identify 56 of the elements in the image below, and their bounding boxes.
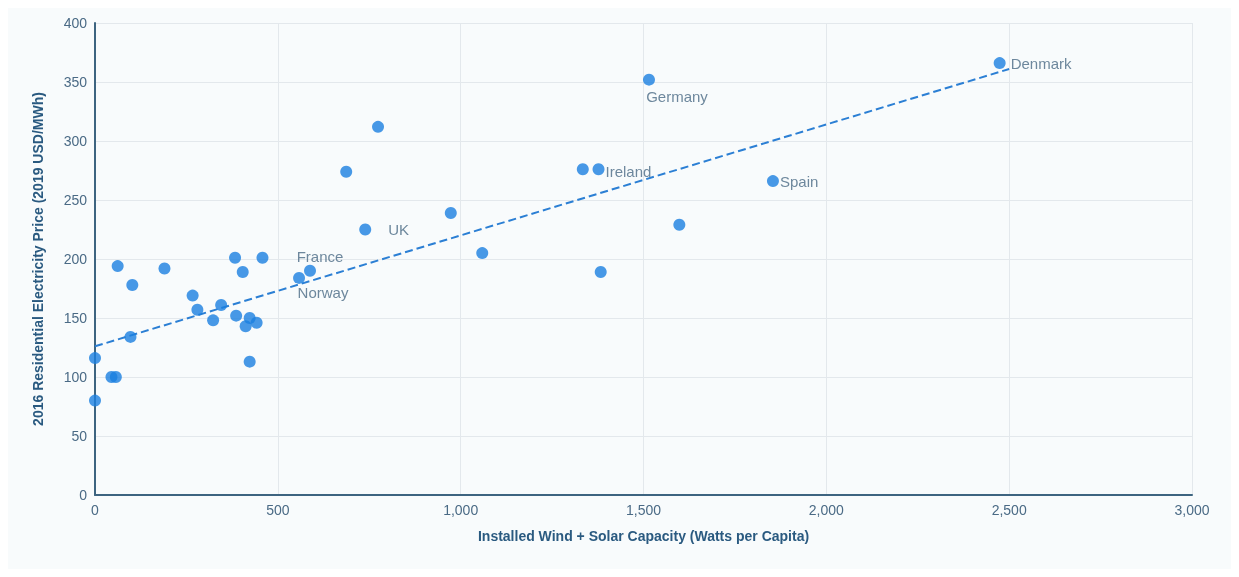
point (293, 271, 306, 284)
y-tick-label: 200 (63, 251, 88, 267)
x-tick-label: 2,500 (991, 502, 1027, 518)
point (476, 247, 489, 260)
point (372, 120, 385, 133)
x-tick-label: 3,000 (1174, 502, 1210, 518)
point (186, 289, 199, 302)
x-tick-label: 500 (266, 502, 290, 518)
point (592, 163, 605, 176)
point (207, 314, 220, 327)
annotation: Spain (779, 172, 819, 190)
point (576, 163, 589, 176)
point (230, 309, 243, 322)
annotation: Norway (297, 283, 349, 301)
point (250, 316, 263, 329)
point (215, 299, 228, 312)
y-tick-label: 50 (71, 428, 88, 444)
annotation: Germany (646, 87, 709, 105)
annotation: France (296, 247, 344, 265)
point (236, 265, 249, 278)
point (111, 260, 124, 273)
point (359, 223, 372, 236)
point (158, 262, 171, 275)
point (89, 394, 101, 407)
point (229, 251, 242, 264)
point (191, 303, 204, 316)
y-tick-label: 0 (79, 487, 88, 503)
point (993, 57, 1006, 70)
point (243, 355, 256, 368)
x-tick-label: 0 (91, 502, 100, 518)
point (643, 73, 655, 86)
y-tick-label: 300 (63, 133, 88, 149)
x-tick-label: 2,000 (808, 502, 845, 518)
point (126, 278, 139, 291)
y-axis-title: 2016 Residential Electricity Price (2019 USD/MWh) (30, 92, 46, 426)
x-tick-label: 1,000 (443, 502, 479, 518)
y-tick-label: 100 (63, 369, 88, 385)
point (256, 251, 269, 264)
x-tick-label: 1,500 (625, 502, 662, 518)
y-tick-label: 150 (63, 310, 88, 326)
point (124, 330, 137, 343)
annotation: UK (388, 221, 410, 238)
point (109, 371, 122, 383)
annotation: Ireland (605, 162, 652, 180)
y-tick-label: 400 (63, 15, 88, 31)
point (594, 265, 607, 278)
point (766, 175, 779, 188)
annotation: Denmark (1010, 54, 1073, 72)
point (673, 218, 686, 231)
y-tick-label: 250 (63, 192, 88, 208)
y-tick-label: 350 (63, 74, 88, 90)
point (444, 206, 457, 219)
point (340, 165, 353, 178)
point (304, 264, 317, 277)
x-axis-title: Installed Wind + Solar Capacity (Watts per Capita) (477, 528, 810, 544)
point (89, 352, 101, 365)
